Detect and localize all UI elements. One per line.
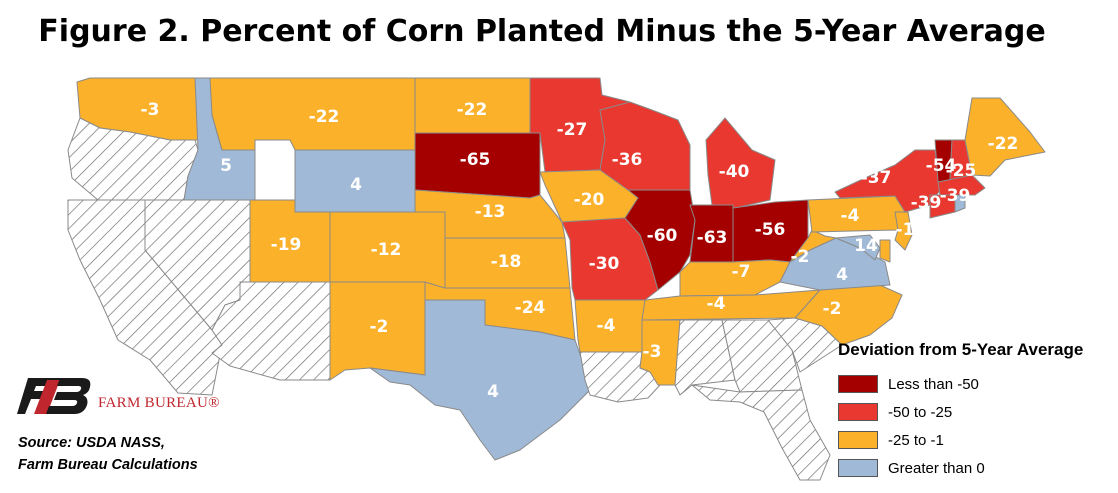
legend-item-50-to-25: -50 to -25 xyxy=(838,400,1113,424)
state-label-south-dakota: -65 xyxy=(460,150,491,170)
legend-label: -50 to -25 xyxy=(888,403,953,421)
state-label-michigan: -40 xyxy=(719,162,750,182)
state-label-connecticut: -39 xyxy=(911,193,942,213)
state-label-texas: 4 xyxy=(487,382,499,402)
legend-label: Less than -50 xyxy=(888,375,979,393)
state-west-virginia xyxy=(789,229,837,263)
map-title: Figure 2. Percent of Corn Planted Minus … xyxy=(38,14,1046,49)
state-label-new-mexico: -2 xyxy=(370,317,389,337)
state-label-north-carolina: -2 xyxy=(823,299,842,319)
state-label-washington: -3 xyxy=(141,100,160,120)
state-label-colorado: -12 xyxy=(371,240,402,260)
state-delaware xyxy=(879,239,891,263)
state-massachusetts xyxy=(937,174,986,196)
state-label-massachusetts: -39 xyxy=(940,186,971,206)
state-label-north-dakota: -22 xyxy=(457,100,488,120)
state-label-ohio: -56 xyxy=(755,220,786,240)
state-label-new-jersey: -1 xyxy=(896,220,915,240)
state-label-wyoming: 4 xyxy=(350,175,362,195)
state-label-new-hampshire: -25 xyxy=(946,161,977,181)
state-label-kansas: -18 xyxy=(491,252,522,272)
state-label-west-virginia: -2 xyxy=(791,247,810,267)
state-wisconsin xyxy=(599,101,691,191)
legend: Deviation from 5-Year Average Less than … xyxy=(838,340,1113,484)
legend-item-less-than-50: Less than -50 xyxy=(838,372,1113,396)
legend-swatch xyxy=(838,431,878,449)
state-label-utah: -19 xyxy=(271,235,302,255)
state-label-tennessee: -4 xyxy=(707,294,726,314)
state-maine xyxy=(964,97,1046,177)
state-label-virginia: 4 xyxy=(836,265,848,285)
state-label-minnesota: -27 xyxy=(557,120,588,140)
state-label-pennsylvania: -4 xyxy=(841,206,860,226)
source-line-2: Farm Bureau Calculations xyxy=(18,457,198,473)
state-label-arkansas: -4 xyxy=(597,316,616,336)
state-rhode-island xyxy=(954,194,966,213)
legend-swatch xyxy=(838,459,878,477)
state-label-idaho: 5 xyxy=(220,156,232,176)
state-label-maryland: 14 xyxy=(854,236,878,256)
state-label-new-york: -37 xyxy=(861,168,892,188)
legend-swatch xyxy=(838,403,878,421)
legend-swatch xyxy=(838,375,878,393)
state-label-missouri: -30 xyxy=(589,254,620,274)
state-michigan xyxy=(705,117,776,209)
source-line-1: Source: USDA NASS, xyxy=(18,435,165,451)
state-label-vermont: -54 xyxy=(926,156,957,176)
farm-bureau-logo: FARM BUREAU® xyxy=(16,378,220,414)
legend-label: Greater than 0 xyxy=(888,459,985,477)
farm-bureau-wordmark: FARM BUREAU® xyxy=(98,395,220,411)
state-label-indiana: -63 xyxy=(697,228,728,248)
state-maryland xyxy=(835,234,881,261)
legend-label: -25 to -1 xyxy=(888,431,944,449)
legend-item-greater-than-0: Greater than 0 xyxy=(838,456,1113,480)
source-note: Source: USDA NASS, Farm Bureau Calculati… xyxy=(18,432,198,476)
state-label-oklahoma: -24 xyxy=(515,298,546,318)
state-florida xyxy=(691,384,831,481)
state-new-jersey xyxy=(894,211,913,251)
state-label-maine: -22 xyxy=(988,134,1019,154)
legend-title: Deviation from 5-Year Average xyxy=(838,340,1084,359)
state-label-illinois: -60 xyxy=(647,226,678,246)
state-label-iowa: -20 xyxy=(574,190,605,210)
state-label-wisconsin: -36 xyxy=(612,150,643,170)
farm-bureau-emblem-icon xyxy=(17,378,91,414)
state-texas xyxy=(369,299,591,461)
state-label-kentucky: -7 xyxy=(732,262,751,282)
state-label-mississippi: -3 xyxy=(643,342,662,362)
state-label-montana: -22 xyxy=(309,107,340,127)
legend-item-25-to-1: -25 to -1 xyxy=(838,428,1113,452)
state-label-nebraska: -13 xyxy=(475,202,506,222)
